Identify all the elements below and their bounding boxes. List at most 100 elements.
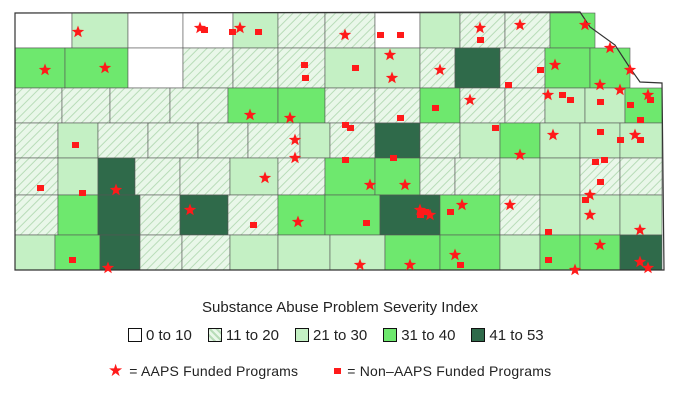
non-aaps-square-marker xyxy=(597,179,604,185)
aaps-legend-item: ★ = AAPS Funded Programs xyxy=(108,362,298,379)
non-aaps-square-marker xyxy=(637,137,644,143)
class-label: 0 to 10 xyxy=(146,326,192,344)
county xyxy=(182,47,234,89)
non-aaps-square-marker xyxy=(597,129,604,135)
aaps-star-marker xyxy=(628,128,642,141)
county xyxy=(374,12,421,49)
aaps-star-marker xyxy=(38,63,52,76)
aaps-star-marker xyxy=(593,238,607,251)
county xyxy=(549,12,596,49)
class-item: 31 to 40 xyxy=(383,327,455,344)
swatch-41-to-53 xyxy=(471,328,486,342)
county xyxy=(579,122,621,159)
aaps-star-marker xyxy=(71,25,85,38)
aaps-star-marker xyxy=(413,203,427,216)
aaps-star-marker xyxy=(641,261,655,274)
county xyxy=(499,194,541,236)
county xyxy=(99,234,141,271)
aaps-star-marker xyxy=(291,215,305,228)
aaps-star-marker xyxy=(583,188,597,201)
aaps-star-marker xyxy=(363,178,377,191)
county xyxy=(454,47,501,89)
county xyxy=(324,194,381,236)
aaps-star-marker xyxy=(463,93,477,106)
county xyxy=(374,157,421,196)
aaps-star-marker xyxy=(258,171,272,184)
non-aaps-square-marker xyxy=(363,220,370,226)
non-aaps-square-marker xyxy=(255,29,262,35)
non-aaps-square-marker xyxy=(37,185,44,191)
aaps-star-marker xyxy=(101,261,115,274)
class-label: 41 to 53 xyxy=(489,326,544,344)
non-aaps-legend-item: = Non–AAPS Funded Programs xyxy=(334,363,551,379)
non-aaps-square-marker xyxy=(477,37,484,43)
non-aaps-square-marker xyxy=(69,257,76,263)
aaps-star-marker xyxy=(385,71,399,84)
non-aaps-square-marker xyxy=(545,257,552,263)
non-aaps-square-marker xyxy=(617,137,624,143)
county xyxy=(169,87,229,124)
county xyxy=(127,47,184,89)
non-aaps-square-marker xyxy=(301,62,308,68)
county xyxy=(539,234,581,271)
class-item: 41 to 53 xyxy=(471,326,544,344)
county xyxy=(57,157,99,196)
class-label: 31 to 40 xyxy=(401,326,456,344)
aaps-star-marker xyxy=(423,208,437,221)
swatch-31-to-40 xyxy=(383,328,398,342)
aaps-star-marker xyxy=(433,63,447,76)
county xyxy=(14,12,73,49)
aaps-star-marker xyxy=(283,111,297,124)
aaps-star-marker xyxy=(383,48,397,61)
aaps-star-marker xyxy=(243,108,257,121)
non-aaps-square-marker xyxy=(397,32,404,38)
aaps-star-marker xyxy=(473,21,487,34)
county xyxy=(539,122,581,159)
county xyxy=(179,157,231,196)
county xyxy=(454,157,501,196)
non-aaps-square-marker xyxy=(79,190,86,196)
aaps-star-marker xyxy=(513,18,527,31)
county xyxy=(109,87,171,124)
county xyxy=(324,47,376,89)
county xyxy=(61,87,111,124)
non-aaps-square-marker xyxy=(397,115,404,121)
county xyxy=(324,157,376,196)
county xyxy=(229,157,279,196)
non-aaps-square-marker xyxy=(72,142,79,148)
aaps-star-marker xyxy=(593,78,607,91)
aaps-star-marker xyxy=(568,263,582,276)
county xyxy=(299,122,331,159)
class-item: 11 to 20 xyxy=(207,327,279,344)
county xyxy=(277,12,326,49)
non-aaps-square-marker xyxy=(347,125,354,131)
class-legend: 0 to 10 11 to 20 21 to 30 31 to 40 41 to… xyxy=(128,325,560,345)
aaps-star-marker xyxy=(109,183,123,196)
class-label: 21 to 30 xyxy=(312,326,368,344)
symbol-legend: ★ = AAPS Funded Programs = Non–AAPS Fund… xyxy=(108,362,587,379)
county xyxy=(181,234,231,271)
county xyxy=(14,194,59,236)
legend-title: Substance Abuse Problem Severity Index xyxy=(202,299,478,316)
aaps-star-marker xyxy=(398,178,412,191)
county xyxy=(459,87,506,124)
aaps-star-marker xyxy=(613,83,627,96)
non-aaps-square-marker xyxy=(582,197,589,203)
aaps-star-marker xyxy=(548,58,562,71)
county xyxy=(139,234,183,271)
county xyxy=(227,194,279,236)
non-aaps-square-marker xyxy=(342,157,349,163)
aaps-star-marker xyxy=(183,203,197,216)
aaps-star-marker xyxy=(578,18,592,31)
county xyxy=(419,157,456,196)
aaps-star-marker xyxy=(448,248,462,261)
county xyxy=(504,12,551,49)
county xyxy=(277,234,331,271)
aaps-star-marker xyxy=(403,258,417,271)
county xyxy=(97,122,149,159)
county xyxy=(277,194,326,236)
county xyxy=(374,47,421,89)
non-aaps-square-marker xyxy=(417,212,424,218)
county xyxy=(439,234,501,271)
non-aaps-square-marker xyxy=(559,92,566,98)
